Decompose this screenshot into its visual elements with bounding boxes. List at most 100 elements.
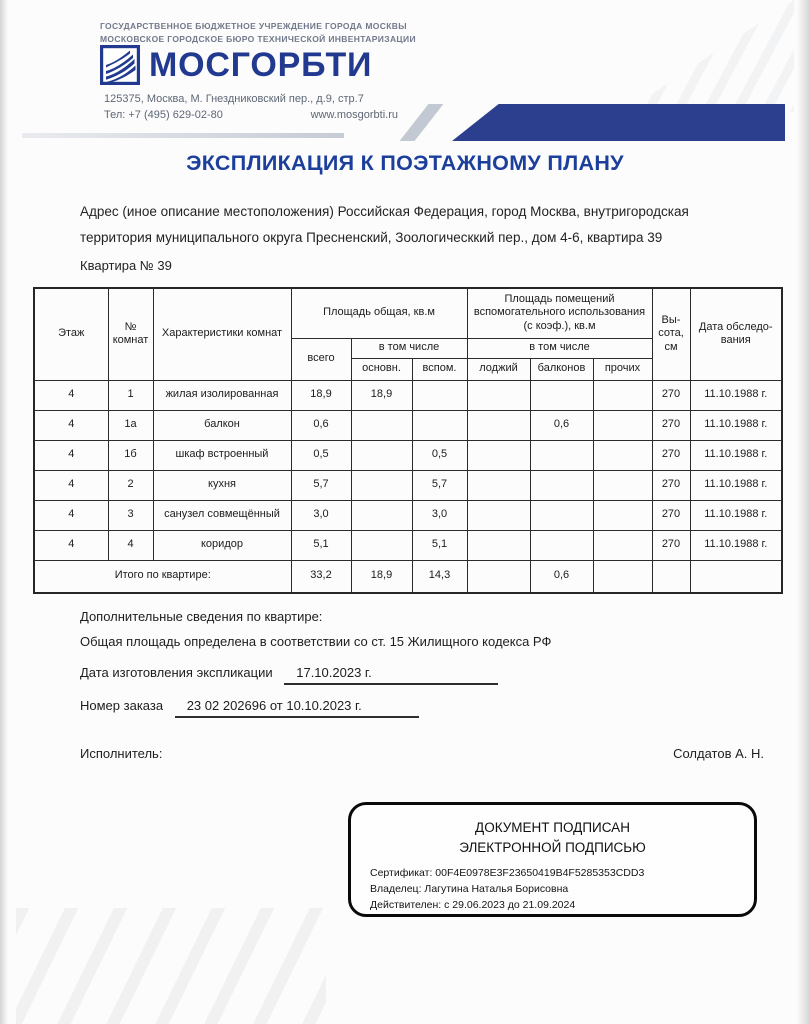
- made-date-label: Дата изготовления экспликации: [80, 665, 273, 680]
- cell-room-no: 1а: [107, 409, 154, 441]
- order-label: Номер заказа: [80, 698, 164, 713]
- made-date-value: 17.10.2023 г.: [284, 665, 499, 685]
- decorative-gray-line: [22, 133, 344, 138]
- cell-floor: 4: [33, 529, 109, 561]
- cell-survey-date: 11.10.1988 г.: [689, 499, 783, 531]
- cell-loggias: [466, 469, 531, 501]
- col-header-height: Вы-сота, см: [651, 287, 691, 381]
- total-main: 18,9: [350, 559, 413, 594]
- cell-other: [592, 379, 653, 411]
- cell-characteristics: кухня: [152, 469, 292, 501]
- stamp-validity-value: с 29.06.2023 до 21.09.2024: [444, 898, 576, 911]
- cell-height: 270: [651, 409, 691, 441]
- cell-loggias: [466, 379, 531, 411]
- org-name-lines: ГОСУДАРСТВЕННОЕ БЮДЖЕТНОЕ УЧРЕЖДЕНИЕ ГОР…: [100, 20, 416, 46]
- total-survey-date: [689, 559, 783, 594]
- order-value: 23 02 202696 от 10.10.2023 г.: [174, 698, 419, 718]
- stamp-certificate-label: Сертификат:: [370, 867, 433, 880]
- cell-height: 270: [651, 469, 691, 501]
- cell-survey-date: 11.10.1988 г.: [689, 469, 783, 501]
- additional-info-text: Общая площадь определена в соответствии …: [80, 634, 552, 649]
- waves-logo-icon: [100, 45, 140, 85]
- org-phone: Тел: +7 (495) 629-02-80: [104, 108, 223, 121]
- cell-balconies: [529, 499, 594, 531]
- cell-height: 270: [651, 499, 691, 531]
- cell-total: 18,9: [290, 379, 352, 411]
- stamp-owner: Владелец: Лагутина Наталья Борисовна: [370, 882, 754, 898]
- cell-floor: 4: [33, 409, 109, 441]
- col-header-room-no: № комнат: [107, 287, 154, 381]
- col-header-total: всего: [290, 337, 352, 381]
- photo-edge-left: [0, 0, 8, 1024]
- col-header-floor: Этаж: [33, 287, 109, 381]
- cell-other: [592, 469, 653, 501]
- watermark-stripes-bottom-left: [16, 908, 326, 1024]
- col-header-other: прочих: [592, 357, 653, 381]
- cell-loggias: [466, 499, 531, 531]
- col-group-area-total: Площадь общая, кв.м: [290, 287, 468, 339]
- cell-characteristics: санузел совмещённый: [152, 499, 292, 531]
- col-group-aux-area: Площадь помещений вспомогательного испол…: [466, 287, 653, 339]
- photo-edge-right: [797, 0, 810, 1024]
- cell-height: 270: [651, 379, 691, 411]
- table-total-row: Итого по квартире: 33,2 18,9 14,3 0,6: [33, 559, 783, 594]
- table-row: 4 3 санузел совмещённый 3,0 3,0 270 11.1…: [33, 499, 783, 531]
- org-line-1: ГОСУДАРСТВЕННОЕ БЮДЖЕТНОЕ УЧРЕЖДЕНИЕ ГОР…: [100, 21, 407, 31]
- cell-room-no: 1: [107, 379, 154, 411]
- stamp-validity-label: Действителен:: [370, 898, 442, 911]
- cell-survey-date: 11.10.1988 г.: [689, 439, 783, 471]
- electronic-signature-stamp: ДОКУМЕНТ ПОДПИСАН ЭЛЕКТРОННОЙ ПОДПИСЬЮ С…: [348, 802, 757, 917]
- page-title: ЭКСПЛИКАЦИЯ К ПОЭТАЖНОМУ ПЛАНУ: [186, 151, 624, 175]
- stamp-owner-label: Владелец:: [370, 882, 422, 895]
- org-line-2: МОСКОВСКОЕ ГОРОДСКОЕ БЮРО ТЕХНИЧЕСКОЙ ИН…: [100, 34, 416, 45]
- total-loggias: [466, 559, 531, 594]
- cell-total: 0,6: [290, 409, 352, 441]
- cell-main: [350, 469, 413, 501]
- decorative-blue-band: [452, 104, 785, 141]
- org-website: www.mosgorbti.ru: [310, 108, 398, 121]
- stamp-title: ДОКУМЕНТ ПОДПИСАН ЭЛЕКТРОННОЙ ПОДПИСЬЮ: [351, 818, 754, 857]
- cell-aux: [411, 379, 468, 411]
- cell-height: 270: [651, 439, 691, 471]
- col-header-including: в том числе: [350, 337, 468, 359]
- cell-height: 270: [651, 529, 691, 561]
- cell-floor: 4: [33, 499, 109, 531]
- cell-other: [592, 409, 653, 441]
- cell-main: [350, 499, 413, 531]
- cell-aux: 0,5: [411, 439, 468, 471]
- stamp-title-line-1: ДОКУМЕНТ ПОДПИСАН: [475, 820, 630, 835]
- cell-floor: 4: [33, 469, 109, 501]
- cell-aux: 5,7: [411, 469, 468, 501]
- cell-total: 0,5: [290, 439, 352, 471]
- cell-loggias: [466, 529, 531, 561]
- apartment-label: Квартира № 39: [80, 258, 172, 273]
- cell-aux: 3,0: [411, 499, 468, 531]
- col-header-balconies: балконов: [529, 357, 594, 381]
- cell-balconies: [529, 529, 594, 561]
- cell-loggias: [466, 409, 531, 441]
- cell-characteristics: коридор: [152, 529, 292, 561]
- col-header-aux: вспом.: [411, 357, 468, 381]
- table-row: 4 1 жилая изолированная 18,9 18,9 270 11…: [33, 379, 783, 411]
- col-header-loggias: лоджий: [466, 357, 531, 381]
- cell-main: [350, 529, 413, 561]
- table-row: 4 2 кухня 5,7 5,7 270 11.10.1988 г.: [33, 469, 783, 501]
- table-header-row-1: Этаж № комнат Характеристики комнат Площ…: [33, 287, 783, 381]
- col-header-characteristics: Характеристики комнат: [152, 287, 292, 381]
- executor-name: Солдатов А. Н.: [673, 746, 764, 761]
- table-row: 4 4 коридор 5,1 5,1 270 11.10.1988 г.: [33, 529, 783, 561]
- address-paragraph: Адрес (иное описание местоположения) Рос…: [80, 204, 689, 245]
- cell-total: 3,0: [290, 499, 352, 531]
- stamp-title-line-2: ЭЛЕКТРОННОЙ ПОДПИСЬЮ: [459, 839, 646, 855]
- logo: МОСГОРБТИ: [100, 45, 372, 85]
- total-total: 33,2: [290, 559, 352, 594]
- total-balconies: 0,6: [529, 559, 594, 594]
- org-contacts: 125375, Москва, М. Гнездниковский пер., …: [104, 92, 398, 124]
- cell-room-no: 2: [107, 469, 154, 501]
- table-row: 4 1б шкаф встроенный 0,5 0,5 270 11.10.1…: [33, 439, 783, 471]
- cell-room-no: 4: [107, 529, 154, 561]
- cell-total: 5,7: [290, 469, 352, 501]
- cell-total: 5,1: [290, 529, 352, 561]
- total-height: [651, 559, 691, 594]
